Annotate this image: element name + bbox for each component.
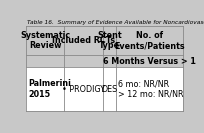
Text: No. of
Events/Patients: No. of Events/Patients — [114, 31, 185, 50]
Text: Palmerini
2015: Palmerini 2015 — [28, 79, 71, 99]
Text: 6 Months Versus > 1: 6 Months Versus > 1 — [103, 57, 196, 66]
Bar — [26, 55, 183, 67]
Bar — [26, 26, 183, 55]
Text: 6 mo: NR/NR
> 12 mo: NR/NR: 6 mo: NR/NR > 12 mo: NR/NR — [118, 79, 183, 99]
Text: Systematic
Review: Systematic Review — [20, 31, 70, 50]
Text: • PRODIGY: • PRODIGY — [62, 85, 105, 94]
Text: DES: DES — [102, 85, 118, 94]
Bar — [26, 26, 183, 111]
Text: Included RCTs: Included RCTs — [52, 36, 115, 45]
Text: Table 16.  Summary of Evidence Available for Noncardiovascular Death: Table 16. Summary of Evidence Available … — [27, 20, 204, 25]
Text: Stent
Type: Stent Type — [97, 31, 122, 50]
